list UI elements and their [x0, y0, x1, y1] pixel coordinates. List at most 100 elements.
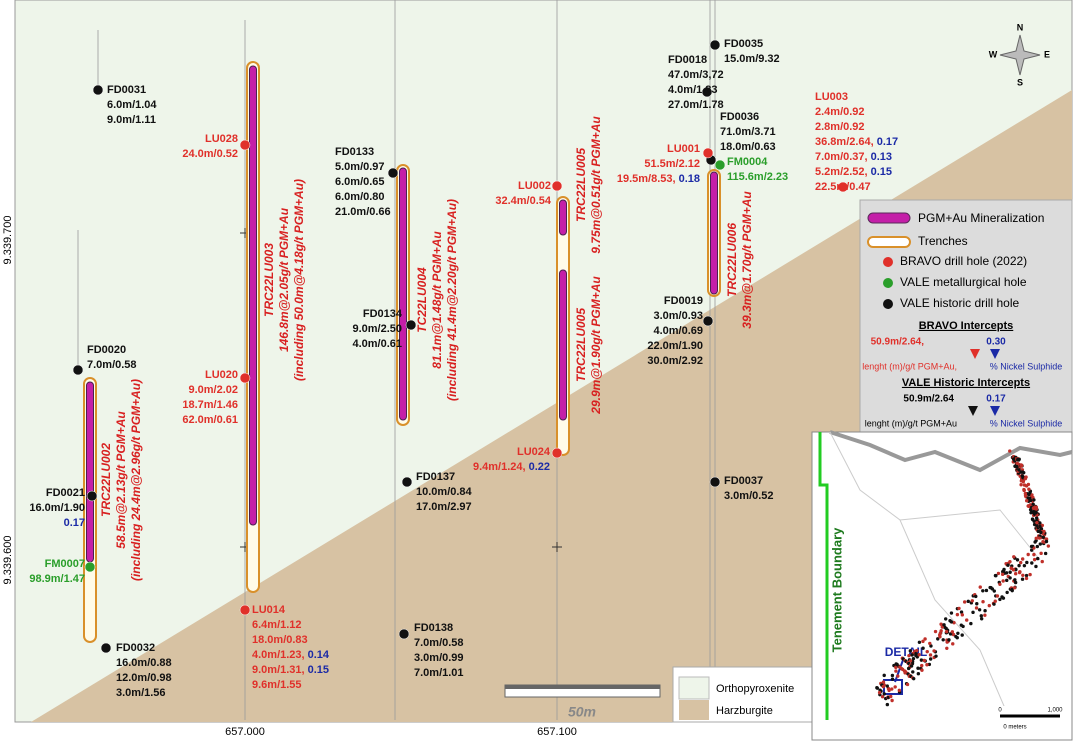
intercept-part: 9.4m/1.24, [473, 461, 526, 473]
intercept-part: 30.0m/2.92 [647, 355, 703, 367]
intercept-part: 4.0m/1.83 [668, 84, 718, 96]
mineralization [249, 65, 257, 526]
inset-dot [998, 597, 1002, 602]
legend-example: 0.30 [986, 337, 1006, 348]
inset-dot [1036, 556, 1040, 561]
intercept-part: 12.0m/0.98 [116, 672, 172, 684]
intercept-part: 9.0m/1.31, [252, 664, 305, 676]
inset-dot [1027, 492, 1031, 497]
intercept: 9.6m/1.55 [252, 679, 302, 691]
inset-dot [1004, 571, 1009, 575]
hole-name: FD0032 [116, 642, 155, 654]
inset-dot [1022, 487, 1026, 492]
intercept-part: 0.22 [529, 461, 550, 473]
inset-dot [895, 662, 899, 667]
hole-name: FM0007 [45, 558, 85, 570]
intercept-part: 9.6m/1.55 [252, 679, 302, 691]
mineralization [559, 269, 567, 421]
inset-dot [909, 664, 914, 668]
intercept-part: 47.0m/3,72 [668, 69, 724, 81]
intercept-part: 2.8m/0.92 [815, 121, 865, 133]
inset-dot [921, 646, 925, 650]
intercept-part: 7.0m/0.37, [815, 151, 868, 163]
inset-dot [979, 614, 983, 618]
inset-dot [969, 621, 973, 626]
inset-dot [925, 663, 929, 667]
legend-label: VALE historic drill hole [900, 296, 1019, 310]
inset-dot [1008, 576, 1012, 580]
inset-dot [905, 682, 910, 687]
intercept: 12.0m/0.98 [116, 672, 172, 684]
drill-hole [551, 180, 563, 192]
inset-dot [1023, 493, 1028, 498]
inset-dot [1030, 517, 1035, 522]
drill-hole [72, 364, 84, 376]
inset-dot [1044, 539, 1049, 544]
intercept: 17.0m/2.97 [416, 501, 472, 513]
intercept-part: 18.0m/0.63 [720, 141, 776, 153]
inset-dot [1031, 502, 1035, 507]
intercept-part: 4.0m/1.23, [252, 649, 305, 661]
inset-dot [1035, 520, 1039, 525]
intercept: 22.5m/0.47 [815, 181, 871, 193]
drill-hole [551, 447, 563, 459]
compass-s: S [1017, 77, 1023, 87]
intercept: 16.0m/1.90 [29, 502, 85, 514]
lithology-label: Harzburgite [716, 705, 773, 717]
inset-dot [1000, 572, 1005, 577]
inset-dot [917, 653, 921, 657]
intercept: 9.4m/1.24, 0.22 [473, 461, 550, 473]
inset-dot [890, 687, 894, 691]
intercept-part: 0.15 [308, 664, 329, 676]
inset-dot [1044, 537, 1049, 541]
intercept: 4.0m/1.83 [668, 84, 718, 96]
inset-dot [1018, 570, 1022, 574]
inset-dot [1013, 572, 1018, 576]
intercept-part: 5.2m/2.52, [815, 166, 868, 178]
northing-label: 9.339.600 [2, 536, 14, 585]
hole-name: LU003 [815, 91, 848, 103]
inset-dot [928, 641, 932, 646]
legend-label: VALE metallurgical hole [900, 275, 1027, 289]
intercept: 6.0m/0.65 [335, 176, 385, 188]
hole-name: FD0018 [668, 54, 707, 66]
trench-label: 29.9m@1.90g/t PGM+Au [589, 276, 603, 415]
inset-dot [882, 692, 886, 696]
drill-hole [92, 84, 104, 96]
trench-label: (including 24.4m@2.96g/t PGM+Au) [129, 379, 143, 581]
intercept-part: 0.13 [871, 151, 892, 163]
intercept-part: 22.0m/1.90 [647, 340, 703, 352]
inset-dot [933, 629, 938, 634]
intercept-part: 17.0m/2.97 [416, 501, 472, 513]
inset-dot [1039, 530, 1043, 535]
intercept: 2.4m/0.92 [815, 106, 865, 118]
easting-label: 657.100 [537, 726, 577, 738]
inset-dot [998, 582, 1002, 586]
intercept: 30.0m/2.92 [647, 355, 703, 367]
intercept-part: 0.14 [308, 649, 330, 661]
inset-dot [960, 613, 965, 617]
intercept-part: 15.0m/9.32 [724, 53, 780, 65]
inset-dot [894, 665, 898, 670]
intercept-part: 4.0m/0.61 [352, 338, 402, 350]
inset-dot [1041, 535, 1045, 539]
inset-dot [922, 658, 927, 663]
intercept: 3.0m/0.93 [653, 310, 703, 322]
inset-dot [1013, 586, 1017, 590]
legend-heading: VALE Historic Intercepts [902, 377, 1030, 389]
inset-dot [1020, 470, 1025, 474]
intercept-part: 7.0m/0.58 [414, 637, 464, 649]
inset-dot [951, 642, 955, 646]
inset-dot [1005, 578, 1009, 583]
inset-dot [875, 686, 880, 690]
inset-dot [1023, 477, 1028, 481]
inset-dot [908, 659, 913, 663]
inset-dot [944, 617, 948, 621]
intercept-part: 51.5m/2.12 [644, 158, 700, 170]
inset-dot [916, 672, 921, 676]
inset-dot [890, 677, 895, 681]
inset-dot [1016, 458, 1021, 462]
drill-hole [239, 604, 251, 616]
legend-caption: % Nickel Sulphide [990, 361, 1063, 371]
intercept-part: 9.0m/1.11 [107, 114, 156, 126]
